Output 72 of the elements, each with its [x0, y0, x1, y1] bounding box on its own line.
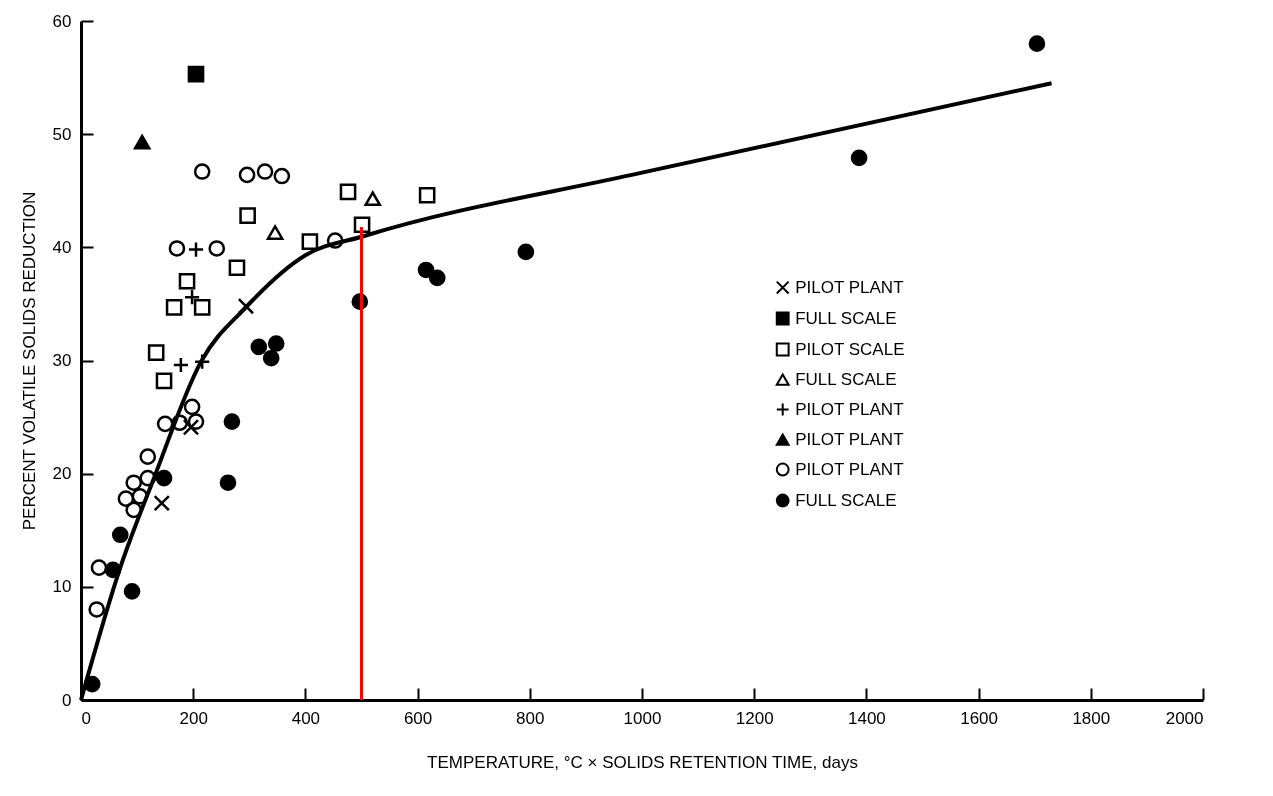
- x-tick-label: 200: [179, 708, 208, 728]
- point: [262, 349, 280, 367]
- y-tick-label: 50: [52, 124, 72, 144]
- point: [178, 272, 196, 290]
- point: [187, 413, 205, 430]
- point: [266, 225, 284, 240]
- point: [238, 166, 256, 184]
- point: [125, 474, 143, 492]
- legend-label: PILOT PLANT: [795, 277, 904, 297]
- y-tick-label: 30: [52, 351, 72, 370]
- y-axis-title: PERCENT VOLATILE SOLIDS REDUCTION: [19, 191, 39, 531]
- point: [147, 344, 165, 361]
- point: [155, 469, 173, 487]
- point: [156, 415, 174, 433]
- legend-label: PILOT SCALE: [795, 339, 905, 359]
- point: [364, 191, 382, 207]
- legend-label: PILOT PLANT: [795, 429, 904, 449]
- point: [239, 207, 256, 224]
- point: [88, 601, 106, 618]
- x-tick-label: 1800: [1072, 708, 1111, 728]
- point: [301, 233, 319, 250]
- point: [267, 335, 285, 352]
- x-tick-label: 400: [291, 708, 321, 728]
- y-tick-label: 10: [52, 577, 72, 597]
- x-tick-label: 600: [403, 708, 433, 728]
- point: [90, 559, 108, 576]
- legend-label: FULL SCALE: [795, 308, 897, 328]
- x-tick-label: 1400: [847, 708, 886, 728]
- point: [1028, 35, 1046, 52]
- point: [428, 269, 446, 287]
- point: [208, 240, 226, 257]
- point: [326, 232, 344, 249]
- legend-label: PILOT PLANT: [795, 459, 904, 479]
- point: [139, 448, 157, 465]
- point: [123, 583, 141, 600]
- y-tick-label: 20: [52, 464, 72, 484]
- point: [187, 65, 205, 83]
- x-tick-label: 1000: [623, 708, 662, 728]
- point: [183, 398, 201, 416]
- x-tick-label: 2000: [1165, 708, 1204, 728]
- point: [153, 494, 171, 512]
- point: [339, 183, 357, 201]
- point: [111, 526, 129, 544]
- point: [155, 372, 173, 390]
- point: [193, 163, 211, 180]
- y-tick-label: 60: [52, 11, 72, 31]
- point: [850, 149, 868, 167]
- point: [250, 338, 268, 356]
- x-tick-label: 800: [516, 708, 545, 728]
- x-tick-label: 0: [81, 708, 91, 728]
- point: [273, 167, 291, 185]
- point: [418, 186, 436, 204]
- point: [168, 240, 186, 257]
- x-tick-label: 1200: [735, 708, 774, 728]
- x-axis-title: TEMPERATURE, °C × SOLIDS RETENTION TIME, days: [427, 752, 858, 772]
- point: [133, 134, 151, 150]
- point: [228, 259, 246, 277]
- legend-label: PILOT PLANT: [795, 399, 904, 419]
- legend-label: FULL SCALE: [795, 490, 897, 510]
- legend-label: FULL SCALE: [795, 369, 897, 389]
- x-tick-label: 1600: [960, 708, 999, 728]
- point: [256, 163, 274, 180]
- y-tick-label: 0: [62, 690, 72, 710]
- y-tick-label: 40: [52, 237, 72, 257]
- point: [517, 243, 535, 261]
- point: [353, 216, 371, 234]
- point: [219, 474, 237, 492]
- point: [193, 298, 211, 316]
- point: [417, 261, 435, 279]
- point: [117, 490, 135, 507]
- point: [223, 413, 241, 430]
- point: [165, 298, 183, 316]
